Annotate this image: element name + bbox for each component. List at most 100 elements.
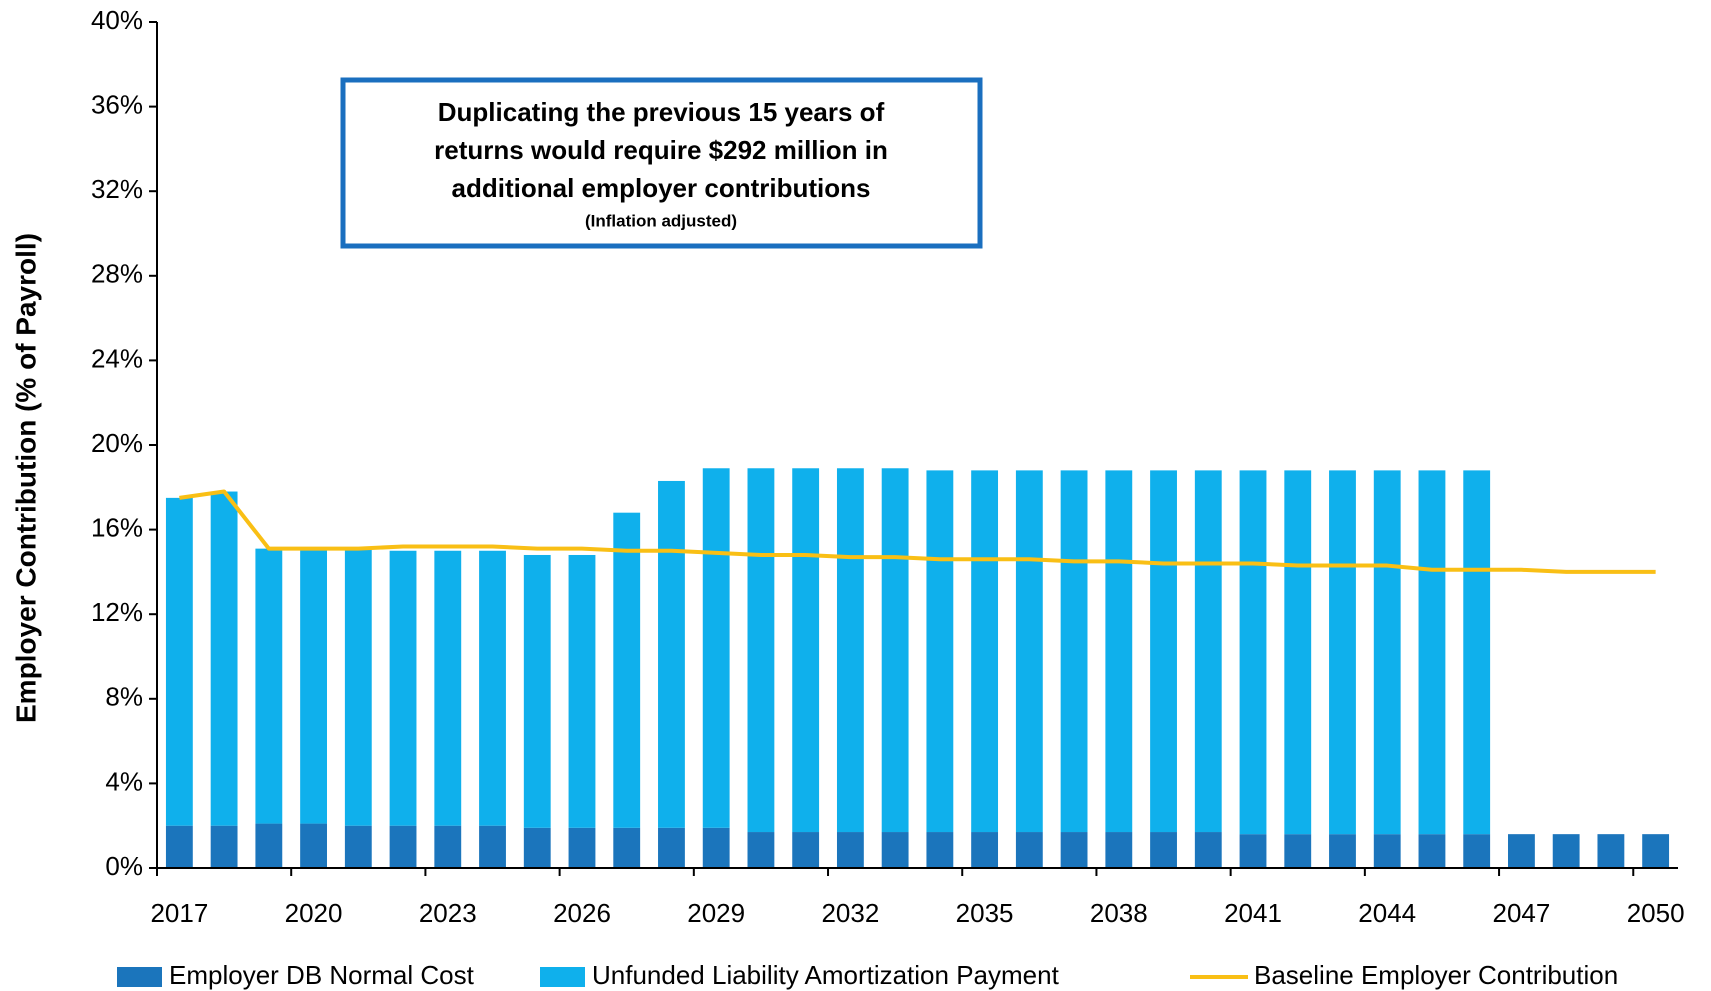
x-tick-label: 2038: [1090, 898, 1148, 928]
legend-swatch: [540, 967, 585, 987]
bar: [1194, 832, 1222, 868]
bar: [1060, 470, 1088, 833]
bar: [792, 832, 820, 868]
bar: [836, 832, 864, 868]
x-tick-label: 2050: [1627, 898, 1685, 928]
annotation-line: returns would require $292 million in: [434, 135, 888, 165]
bar: [389, 825, 417, 868]
bar: [434, 550, 462, 826]
x-tick-label: 2020: [285, 898, 343, 928]
bar: [658, 480, 685, 828]
bar: [300, 548, 327, 824]
y-tick-label: 36%: [91, 89, 143, 119]
bar: [300, 823, 327, 868]
bar: [1329, 834, 1356, 868]
bar: [1194, 470, 1222, 833]
bar: [255, 548, 283, 824]
bar: [479, 825, 506, 868]
bar: [971, 470, 999, 833]
legend-label: Employer DB Normal Cost: [169, 960, 475, 990]
bar: [210, 491, 238, 826]
bar: [1463, 470, 1491, 835]
bar: [1642, 834, 1670, 868]
bar: [389, 550, 417, 826]
legend-label: Baseline Employer Contribution: [1254, 960, 1618, 990]
y-tick-label: 24%: [91, 343, 143, 373]
bar: [613, 512, 641, 828]
bar: [658, 827, 685, 868]
bar: [792, 468, 820, 833]
bar: [1284, 470, 1312, 835]
bar: [926, 470, 954, 833]
bar: [747, 468, 775, 833]
legend-swatch: [117, 967, 162, 987]
bar: [165, 825, 193, 868]
bar: [1373, 834, 1401, 868]
bar: [881, 832, 909, 868]
bar: [479, 550, 506, 826]
bar: [344, 825, 372, 868]
bar: [523, 554, 551, 828]
bar: [1105, 832, 1133, 868]
bar: [165, 497, 193, 826]
bar: [1239, 470, 1267, 835]
bar: [1418, 834, 1446, 868]
legend-label: Unfunded Liability Amortization Payment: [592, 960, 1060, 990]
x-tick-label: 2029: [687, 898, 745, 928]
x-tick-label: 2041: [1224, 898, 1282, 928]
y-tick-label: 40%: [91, 5, 143, 35]
bar: [1508, 834, 1535, 868]
x-tick-label: 2026: [553, 898, 611, 928]
bar: [1418, 470, 1446, 835]
bar: [255, 823, 283, 868]
bar: [747, 832, 775, 868]
bar: [1373, 470, 1401, 835]
y-tick-label: 8%: [105, 682, 143, 712]
annotation-note: (Inflation adjusted): [585, 211, 737, 230]
bar: [926, 832, 954, 868]
x-tick-label: 2023: [419, 898, 477, 928]
y-tick-label: 12%: [91, 597, 143, 627]
x-tick-label: 2017: [150, 898, 208, 928]
bar: [1015, 832, 1043, 868]
bar: [702, 827, 730, 868]
y-tick-label: 28%: [91, 259, 143, 289]
bar: [434, 825, 462, 868]
bar: [568, 827, 596, 868]
x-tick-label: 2035: [956, 898, 1014, 928]
bar: [702, 468, 730, 828]
y-tick-label: 32%: [91, 174, 143, 204]
bar: [1060, 832, 1088, 868]
line: [179, 489, 1656, 574]
bar: [344, 548, 372, 826]
bar: [1105, 470, 1133, 833]
annotation-line: additional employer contributions: [452, 173, 871, 203]
bar: [1329, 470, 1356, 835]
y-tick-label: 0%: [105, 851, 143, 881]
bar: [1552, 834, 1580, 868]
bar: [523, 827, 551, 868]
annotation-line: Duplicating the previous 15 years of: [438, 97, 885, 127]
y-tick-label: 16%: [91, 512, 143, 542]
bar: [613, 827, 641, 868]
bar: [1284, 834, 1312, 868]
y-tick-label: 4%: [105, 766, 143, 796]
bar: [881, 468, 909, 833]
bar: [971, 832, 999, 868]
bar: [568, 554, 596, 828]
bar: [1150, 832, 1177, 868]
y-tick-label: 20%: [91, 428, 143, 458]
bar: [1463, 834, 1491, 868]
x-tick-label: 2044: [1358, 898, 1416, 928]
bar: [210, 825, 238, 868]
annotation-box: [340, 77, 983, 249]
y-axis-title: Employer Contribution (% of Payroll): [10, 233, 41, 723]
x-tick-label: 2032: [821, 898, 879, 928]
bar: [1150, 470, 1177, 833]
bar: [1239, 834, 1267, 868]
bar: [1015, 470, 1043, 833]
x-tick-label: 2047: [1493, 898, 1551, 928]
bar: [1597, 834, 1625, 868]
bar: [836, 468, 864, 833]
